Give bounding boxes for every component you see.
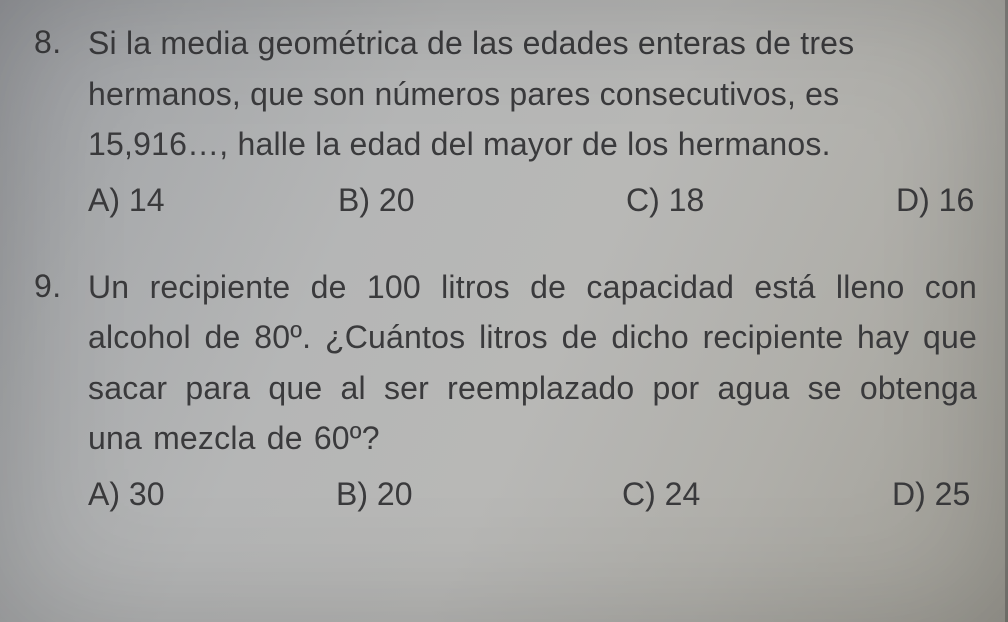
- option-a: A) 14: [88, 176, 338, 224]
- option-b: B) 20: [336, 470, 622, 518]
- question-options: A) 30 B) 20 C) 24 D) 25: [88, 470, 977, 518]
- option-c: C) 24: [622, 470, 892, 518]
- question-body: Si la media geométrica de las edades ent…: [88, 18, 977, 224]
- question-number: 8.: [34, 18, 88, 68]
- question-body: Un recipiente de 100 litros de capacidad…: [88, 262, 977, 518]
- exam-page: 8. Si la media geométrica de las edades …: [0, 0, 1008, 622]
- question-options: A) 14 B) 20 C) 18 D) 16: [88, 176, 977, 224]
- option-d: D) 16: [896, 176, 977, 224]
- question-number: 9.: [34, 262, 88, 312]
- option-d: D) 25: [892, 470, 977, 518]
- question-8: 8. Si la media geométrica de las edades …: [34, 18, 977, 224]
- question-9: 9. Un recipiente de 100 litros de capaci…: [34, 262, 977, 518]
- question-text: Si la media geométrica de las edades ent…: [88, 18, 977, 170]
- question-text: Un recipiente de 100 litros de capacidad…: [88, 262, 977, 464]
- option-c: C) 18: [626, 176, 896, 224]
- option-b: B) 20: [338, 176, 626, 224]
- option-a: A) 30: [88, 470, 336, 518]
